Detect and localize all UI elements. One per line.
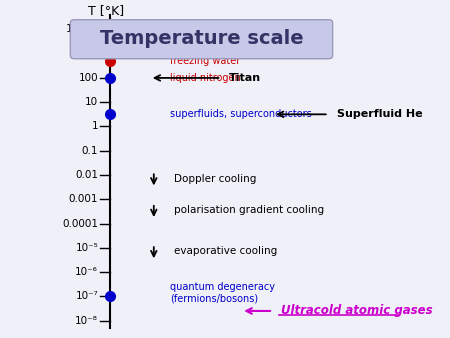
Text: polarisation gradient cooling: polarisation gradient cooling <box>174 205 324 215</box>
Text: 100: 100 <box>79 73 98 83</box>
Text: 1000: 1000 <box>72 49 98 59</box>
Text: quantum degeneracy
(fermions/bosons): quantum degeneracy (fermions/bosons) <box>170 282 274 304</box>
Text: 0.01: 0.01 <box>75 170 98 180</box>
Text: superfluids, superconductors: superfluids, superconductors <box>170 109 311 119</box>
Text: Ultracold atomic gases: Ultracold atomic gases <box>281 305 432 317</box>
Text: boiling water: boiling water <box>170 49 234 59</box>
Text: 10: 10 <box>85 97 98 107</box>
Text: 0.1: 0.1 <box>81 146 98 156</box>
Text: 10⁻⁷: 10⁻⁷ <box>76 291 98 301</box>
Text: Temperature scale: Temperature scale <box>100 29 303 48</box>
Text: 0.001: 0.001 <box>69 194 98 204</box>
Text: Doppler cooling: Doppler cooling <box>174 174 256 184</box>
Text: freezing water: freezing water <box>170 56 240 66</box>
FancyBboxPatch shape <box>70 20 333 59</box>
Text: sun surface: sun surface <box>170 24 227 34</box>
Text: Titan: Titan <box>230 73 261 83</box>
Text: 10⁻⁶: 10⁻⁶ <box>75 267 98 277</box>
Text: 10⁻⁸: 10⁻⁸ <box>75 316 98 325</box>
Text: 10000: 10000 <box>66 24 98 34</box>
Text: 10⁻⁵: 10⁻⁵ <box>76 243 98 253</box>
Text: evaporative cooling: evaporative cooling <box>174 246 277 257</box>
Text: T [°K]: T [°K] <box>88 4 124 17</box>
Text: Superfluid He: Superfluid He <box>337 109 422 119</box>
Text: 1: 1 <box>91 121 98 131</box>
Text: liquid nitrogen: liquid nitrogen <box>170 73 240 83</box>
Text: 0.0001: 0.0001 <box>62 219 98 228</box>
